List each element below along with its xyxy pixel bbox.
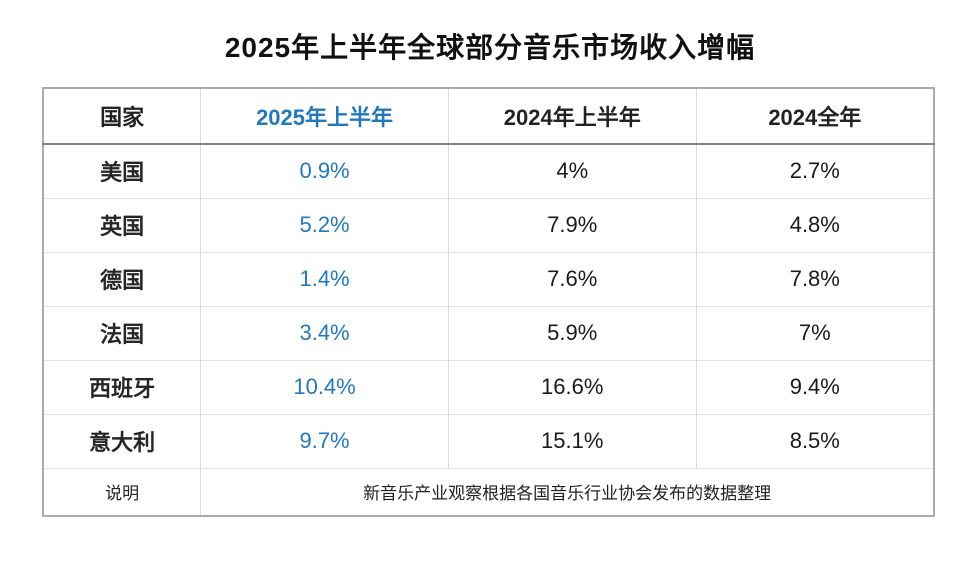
table-header: 国家 2025年上半年 2024年上半年 2024全年 — [43, 88, 934, 145]
value-2024-h1: 4% — [447, 144, 697, 198]
note-row: 说明 新音乐产业观察根据各国音乐行业协会发布的数据整理 — [43, 467, 934, 516]
value-2024-full: 2.7% — [695, 144, 934, 198]
table-row-italy: 意大利 9.7% 15.1% 8.5% — [43, 413, 934, 468]
value-2024-h1: 7.9% — [447, 197, 697, 252]
table-row-spain: 西班牙 10.4% 16.6% 9.4% — [43, 359, 934, 414]
page-title: 2025年上半年全球部分音乐市场收入增幅 — [224, 32, 756, 63]
note-label: 说明 — [43, 467, 201, 516]
country-cell: 美国 — [43, 144, 201, 198]
value-2024-h1: 15.1% — [447, 413, 697, 468]
value-2025-h1: 0.9% — [200, 144, 449, 198]
table-row-germany: 德国 1.4% 7.6% 7.8% — [43, 251, 934, 306]
header-row: 国家 2025年上半年 2024年上半年 2024全年 — [43, 88, 934, 145]
value-2024-h1: 5.9% — [447, 305, 697, 360]
value-2025-h1: 10.4% — [200, 359, 449, 414]
country-cell: 西班牙 — [43, 359, 201, 414]
header-cell-2024-h1: 2024年上半年 — [447, 88, 697, 145]
header-cell-country: 国家 — [43, 88, 201, 145]
value-2025-h1: 9.7% — [200, 413, 449, 468]
value-2024-full: 7.8% — [695, 251, 934, 306]
country-cell: 法国 — [43, 305, 201, 360]
table-row-uk: 英国 5.2% 7.9% 4.8% — [43, 197, 934, 252]
value-2024-full: 4.8% — [695, 197, 934, 252]
value-2024-full: 7% — [695, 305, 934, 360]
header-cell-2024-full: 2024全年 — [695, 88, 934, 145]
header-cell-2025-h1: 2025年上半年 — [200, 88, 449, 145]
table-footer: 说明 新音乐产业观察根据各国音乐行业协会发布的数据整理 — [43, 467, 934, 516]
value-2024-h1: 7.6% — [447, 251, 697, 306]
table-row-france: 法国 3.4% 5.9% 7% — [43, 305, 934, 360]
value-2025-h1: 5.2% — [200, 197, 449, 252]
note-text: 新音乐产业观察根据各国音乐行业协会发布的数据整理 — [200, 467, 934, 516]
country-cell: 德国 — [43, 251, 201, 306]
music-market-growth-table: 国家 2025年上半年 2024年上半年 2024全年 美国 0.9% 4% 2… — [42, 87, 935, 517]
value-2024-h1: 16.6% — [447, 359, 697, 414]
value-2024-full: 9.4% — [695, 359, 934, 414]
value-2025-h1: 3.4% — [200, 305, 449, 360]
value-2025-h1: 1.4% — [200, 251, 449, 306]
country-cell: 意大利 — [43, 413, 201, 468]
value-2024-full: 8.5% — [695, 413, 934, 468]
table-body: 美国 0.9% 4% 2.7% 英国 5.2% 7.9% 4.8% 德国 1.4… — [43, 144, 934, 468]
country-cell: 英国 — [43, 197, 201, 252]
table-row-usa: 美国 0.9% 4% 2.7% — [43, 144, 934, 198]
